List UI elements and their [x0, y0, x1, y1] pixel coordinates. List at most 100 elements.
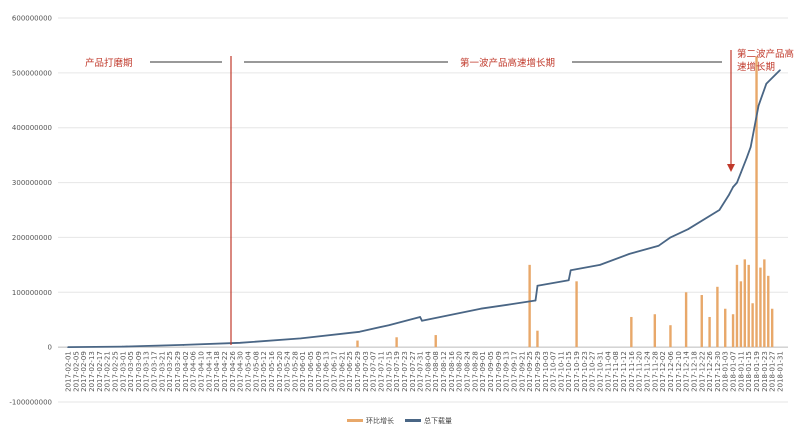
x-tick-label: 2017-10-03 — [542, 351, 550, 392]
x-tick-label: 2017-05-08 — [252, 351, 260, 392]
x-tick-label: 2017-02-01 — [65, 351, 73, 392]
legend-label-line: 总下载量 — [424, 416, 452, 425]
x-tick-label: 2017-04-02 — [182, 351, 190, 392]
bar — [653, 314, 657, 348]
line-point — [534, 299, 537, 302]
x-tick-label: 2017-11-16 — [628, 351, 636, 392]
x-tick-label: 2017-10-11 — [557, 351, 565, 392]
line-point — [732, 186, 734, 188]
x-tick-label: 2017-06-21 — [338, 351, 346, 392]
line-point — [628, 253, 631, 255]
x-tick-label: 2017-03-17 — [151, 351, 159, 392]
line-point — [599, 264, 601, 266]
x-tick-label: 2017-09-17 — [510, 351, 518, 392]
x-tick-label: 2017-08-20 — [456, 351, 464, 392]
x-tick-label: 2017-12-26 — [706, 351, 714, 392]
x-tick-label: 2018-01-19 — [753, 351, 761, 392]
line-point — [567, 279, 570, 282]
y-tick-label: 500000000 — [12, 69, 52, 77]
line-point — [358, 330, 361, 333]
x-tick-label: 2017-07-15 — [385, 351, 393, 392]
line-point — [67, 346, 69, 348]
x-tick-label: 2017-05-20 — [276, 351, 284, 392]
x-tick-label: 2017-12-10 — [675, 351, 683, 392]
x-tick-label: 2017-11-12 — [620, 351, 628, 392]
bar — [395, 337, 398, 348]
line-point — [657, 244, 660, 247]
x-tick-label: 2017-05-28 — [291, 351, 299, 392]
bar — [751, 303, 754, 348]
legend: 环比增长 总下载量 — [347, 416, 452, 425]
x-tick-label: 2017-10-19 — [573, 351, 581, 392]
line-point — [749, 146, 752, 148]
x-tick-label: 2017-10-23 — [581, 351, 589, 392]
line-point — [757, 104, 760, 107]
bar — [731, 314, 735, 348]
bar — [708, 316, 711, 348]
x-tick-label: 2017-12-22 — [698, 351, 706, 392]
x-tick-label: 2017-07-03 — [362, 351, 370, 392]
line-point — [569, 269, 572, 272]
bar — [743, 259, 746, 348]
line-point — [182, 344, 185, 346]
x-tick-label: 2017-08-08 — [432, 351, 440, 392]
x-tick-label: 2017-09-13 — [503, 351, 511, 392]
x-tick-label: 2017-07-27 — [409, 351, 417, 392]
x-tick-label: 2017-04-22 — [221, 351, 229, 392]
x-tick-label: 2017-07-11 — [377, 351, 385, 392]
x-tick-label: 2017-05-12 — [260, 351, 268, 392]
x-tick-label: 2017-03-21 — [158, 351, 166, 392]
x-tick-label: 2017-12-14 — [683, 351, 691, 392]
bar-series — [356, 56, 774, 348]
y-tick-label: 300000000 — [12, 179, 52, 187]
x-tick-label: 2018-01-27 — [769, 351, 777, 392]
line-point — [509, 303, 511, 306]
x-tick-label: 2018-01-03 — [722, 351, 730, 392]
line-point — [299, 337, 302, 340]
annotation-phase-3: 第二波产品高速增长期 — [737, 48, 794, 73]
x-tick-label: 2017-12-18 — [690, 351, 698, 392]
x-tick-label: 2017-05-16 — [268, 351, 276, 392]
x-tick-label: 2017-02-09 — [80, 351, 88, 392]
y-tick-label: 200000000 — [12, 234, 52, 242]
x-tick-label: 2017-04-26 — [229, 351, 237, 392]
x-axis-ticks: 2017-02-01 2017-02-05 2017-02-09 2017-02-13… — [65, 351, 785, 392]
bar — [716, 286, 719, 348]
x-tick-label: 2017-06-09 — [315, 351, 323, 392]
x-tick-label: 2017-11-28 — [651, 351, 659, 392]
bar — [739, 281, 743, 348]
line-point — [419, 316, 421, 318]
y-tick-label: 600000000 — [12, 15, 52, 23]
x-tick-label: 2017-03-29 — [174, 351, 182, 392]
x-tick-label: 2017-02-17 — [96, 351, 104, 392]
x-tick-label: 2018-01-31 — [777, 351, 785, 392]
x-tick-label: 2017-07-07 — [370, 351, 378, 392]
x-tick-label: 2017-06-13 — [323, 351, 331, 392]
bar — [356, 340, 359, 348]
x-tick-label: 2018-01-11 — [737, 351, 745, 392]
line-point — [421, 320, 423, 322]
x-tick-label: 2017-08-16 — [448, 351, 456, 392]
x-tick-label: 2017-08-12 — [440, 351, 448, 392]
bar — [684, 292, 688, 348]
x-tick-label: 2017-11-20 — [636, 351, 644, 392]
line-point — [669, 236, 672, 239]
line-point — [728, 193, 730, 196]
bar — [630, 316, 633, 348]
x-tick-label: 2017-10-31 — [597, 351, 605, 392]
bar — [536, 330, 539, 348]
line-point — [736, 181, 738, 184]
annotation-phase-1: 产品打磨期 — [85, 57, 133, 69]
x-tick-label: 2017-04-18 — [213, 351, 221, 392]
bar — [759, 267, 762, 348]
x-tick-label: 2017-08-24 — [464, 351, 472, 392]
x-tick-label: 2017-09-25 — [526, 351, 534, 392]
x-tick-label: 2017-10-15 — [565, 351, 573, 392]
x-tick-label: 2017-03-13 — [143, 351, 151, 392]
bar — [755, 56, 758, 348]
x-tick-label: 2017-03-25 — [166, 351, 174, 392]
bar — [528, 264, 531, 348]
bar — [700, 295, 703, 348]
x-tick-label: 2017-12-06 — [667, 351, 675, 392]
